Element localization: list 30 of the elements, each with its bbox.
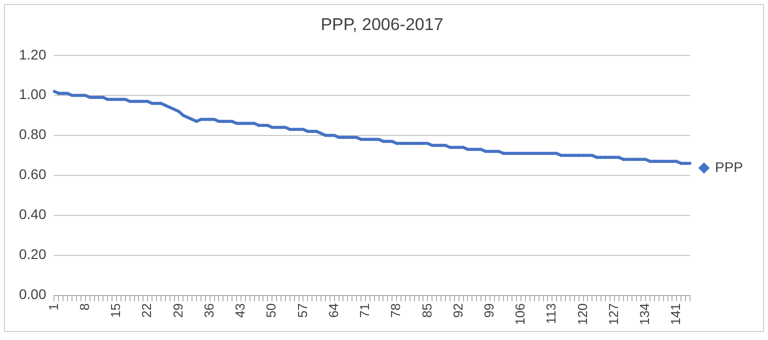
x-tick-label: 36 <box>201 303 216 318</box>
x-tick-label: 1 <box>46 303 61 311</box>
x-tick-label: 64 <box>326 303 341 318</box>
x-tick-label: 22 <box>139 303 154 318</box>
x-tick-label: 8 <box>76 303 92 311</box>
x-tick-label: 78 <box>388 303 404 318</box>
x-tick-label: 43 <box>232 303 248 318</box>
x-tick-label: 134 <box>637 303 652 326</box>
y-tick-label: 1.20 <box>19 46 46 62</box>
chart-title: PPP, 2006-2017 <box>320 14 444 34</box>
x-tick-label: 141 <box>668 303 684 326</box>
x-tick-label: 50 <box>264 303 279 318</box>
y-tick-label: 0.60 <box>19 166 46 182</box>
y-tick-label: 0.20 <box>19 246 46 262</box>
x-tick-label: 29 <box>170 303 186 318</box>
y-tick-label: 1.00 <box>19 86 46 102</box>
x-tick-label: 85 <box>419 303 434 318</box>
x-tick-label: 57 <box>294 303 310 318</box>
x-tick-label: 127 <box>606 303 621 326</box>
y-tick-label: 0.00 <box>19 286 46 302</box>
x-tick-label: 71 <box>357 303 372 318</box>
y-tick-label: 0.40 <box>19 206 46 222</box>
x-tick-label: 106 <box>512 303 528 326</box>
x-tick-label: 120 <box>574 303 590 326</box>
legend-label: PPP <box>714 158 743 175</box>
x-tick-label: 99 <box>482 303 497 318</box>
y-tick-label: 0.80 <box>19 126 46 142</box>
x-tick-label: 113 <box>544 303 559 324</box>
x-tick-label: 15 <box>108 303 124 318</box>
x-tick-label: 92 <box>450 303 466 318</box>
